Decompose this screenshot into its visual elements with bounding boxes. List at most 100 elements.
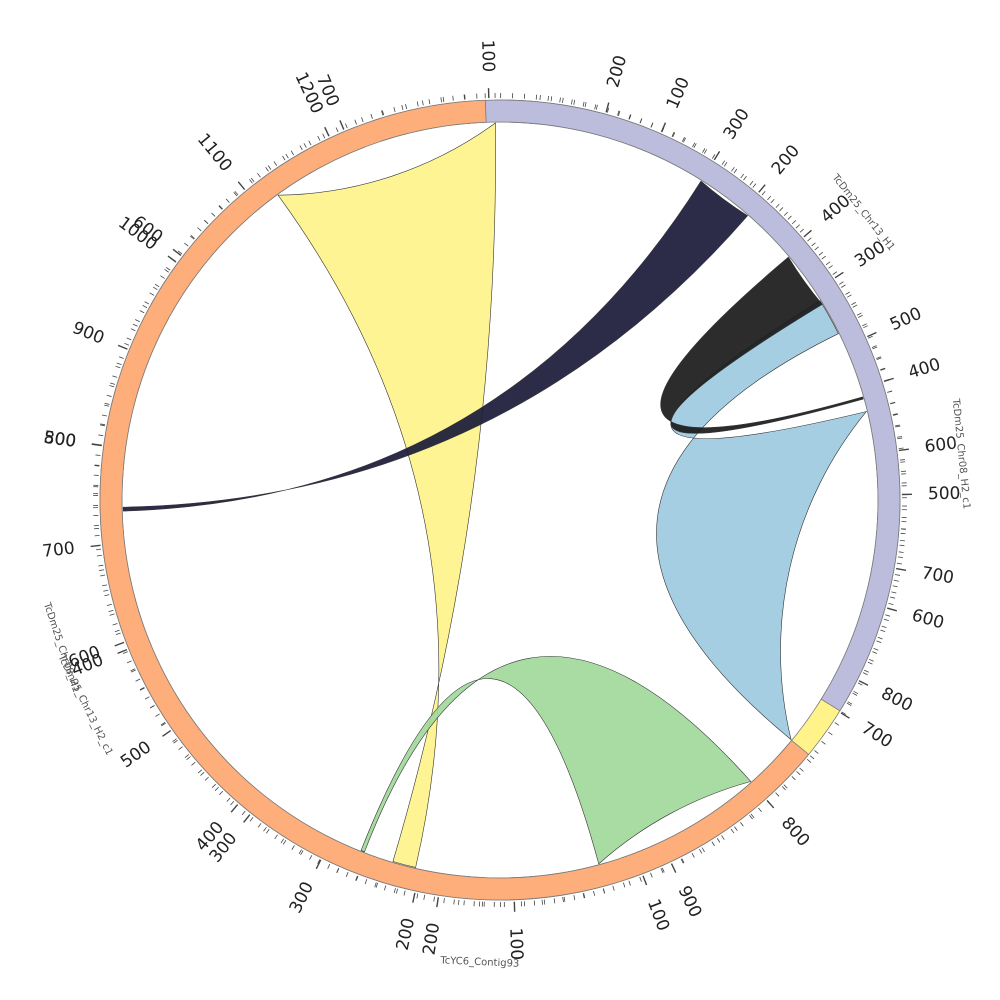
minor-tick bbox=[173, 739, 178, 744]
minor-tick bbox=[361, 117, 364, 123]
minor-tick bbox=[249, 179, 253, 184]
minor-tick bbox=[384, 885, 387, 891]
minor-tick bbox=[189, 235, 195, 240]
minor-tick bbox=[897, 436, 903, 438]
minor-tick bbox=[857, 682, 863, 686]
tick-label: 700 bbox=[920, 563, 955, 588]
minor-tick bbox=[443, 898, 445, 904]
segment-name-tcyc6-contig93: TcYC6_Contig93 bbox=[439, 955, 519, 969]
minor-tick bbox=[559, 97, 561, 103]
minor-tick bbox=[814, 750, 819, 754]
minor-tick bbox=[890, 402, 896, 405]
major-tick bbox=[834, 271, 844, 279]
minor-tick bbox=[135, 319, 140, 323]
minor-tick bbox=[862, 672, 868, 676]
minor-tick bbox=[108, 609, 114, 613]
major-tick bbox=[436, 897, 440, 908]
major-tick bbox=[167, 255, 177, 263]
minor-tick bbox=[112, 375, 118, 378]
major-tick bbox=[117, 344, 128, 350]
minor-tick bbox=[791, 776, 796, 781]
minor-tick bbox=[335, 127, 339, 133]
minor-tick bbox=[112, 623, 118, 626]
minor-tick bbox=[322, 133, 326, 139]
minor-tick bbox=[880, 367, 886, 371]
minor-tick bbox=[405, 104, 408, 110]
minor-tick bbox=[303, 143, 307, 148]
minor-tick bbox=[453, 899, 455, 905]
minor-tick bbox=[752, 183, 757, 188]
minor-tick bbox=[233, 191, 238, 197]
minor-tick bbox=[190, 234, 195, 239]
minor-tick bbox=[796, 771, 801, 776]
minor-tick bbox=[881, 625, 887, 629]
minor-tick bbox=[114, 629, 120, 633]
minor-tick bbox=[639, 118, 643, 124]
tick-label: 100 bbox=[663, 74, 694, 112]
minor-tick bbox=[639, 876, 642, 882]
minor-tick bbox=[95, 454, 101, 456]
minor-tick bbox=[814, 246, 819, 251]
minor-tick bbox=[214, 786, 219, 791]
minor-tick bbox=[887, 390, 893, 393]
minor-tick bbox=[290, 150, 295, 156]
major-tick bbox=[858, 680, 869, 686]
minor-tick bbox=[617, 110, 620, 116]
major-tick bbox=[840, 712, 850, 719]
tick-label: 900 bbox=[69, 318, 107, 349]
minor-tick bbox=[152, 286, 158, 291]
minor-tick bbox=[873, 647, 879, 651]
minor-tick bbox=[680, 858, 684, 864]
minor-tick bbox=[807, 237, 812, 242]
tick-label: 1100 bbox=[193, 130, 236, 176]
minor-tick bbox=[164, 269, 169, 273]
minor-tick bbox=[102, 584, 108, 587]
minor-tick bbox=[853, 690, 859, 695]
major-tick bbox=[339, 120, 345, 130]
link-ribbon bbox=[122, 180, 749, 512]
minor-tick bbox=[892, 413, 898, 416]
minor-tick bbox=[841, 711, 847, 715]
minor-tick bbox=[721, 160, 726, 166]
minor-tick bbox=[354, 119, 357, 125]
minor-tick bbox=[126, 337, 132, 341]
major-tick bbox=[324, 126, 330, 137]
segments-layer bbox=[99, 99, 901, 901]
minor-tick bbox=[104, 402, 110, 405]
minor-tick bbox=[160, 721, 166, 726]
minor-tick bbox=[541, 899, 543, 905]
tick-label: 200 bbox=[768, 141, 804, 179]
minor-tick bbox=[218, 205, 223, 210]
minor-tick bbox=[603, 888, 606, 894]
minor-tick bbox=[888, 602, 894, 606]
minor-tick bbox=[832, 271, 838, 275]
minor-tick bbox=[885, 614, 891, 617]
minor-tick bbox=[101, 414, 107, 417]
minor-tick bbox=[839, 281, 844, 285]
tick-label: 900 bbox=[674, 883, 706, 921]
minor-tick bbox=[628, 880, 631, 886]
minor-tick bbox=[184, 242, 189, 247]
minor-tick bbox=[309, 855, 313, 860]
minor-tick bbox=[115, 632, 121, 635]
minor-tick bbox=[868, 658, 874, 662]
minor-tick bbox=[249, 817, 254, 822]
minor-tick bbox=[683, 137, 687, 143]
minor-tick bbox=[265, 167, 269, 172]
minor-tick bbox=[841, 284, 846, 288]
minor-tick bbox=[204, 776, 209, 781]
minor-tick bbox=[701, 847, 705, 853]
minor-tick bbox=[96, 548, 102, 551]
minor-tick bbox=[416, 101, 419, 107]
tick-label: 500 bbox=[117, 737, 155, 772]
link-ribbon bbox=[277, 122, 496, 868]
major-tick bbox=[243, 814, 251, 823]
minor-tick bbox=[818, 251, 824, 256]
minor-tick bbox=[852, 304, 858, 308]
minor-tick bbox=[892, 585, 898, 588]
minor-tick bbox=[584, 102, 587, 108]
minor-tick bbox=[660, 868, 664, 874]
links-layer bbox=[122, 122, 868, 868]
minor-tick bbox=[767, 195, 772, 201]
